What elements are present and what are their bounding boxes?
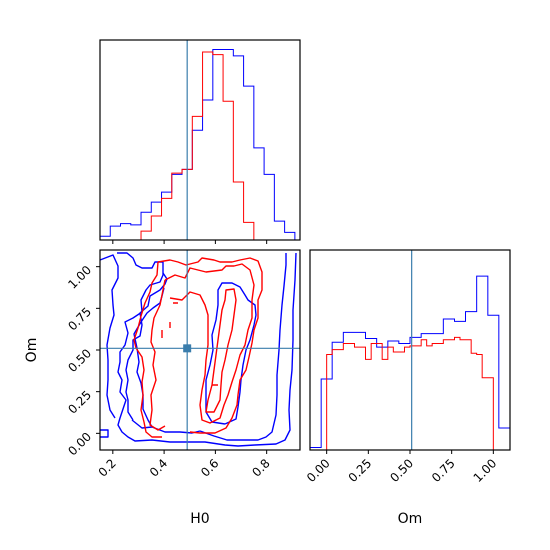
- red-contour-8: [161, 302, 218, 386]
- h0-blue-histogram: [99, 49, 296, 240]
- h0-x-tick-label: 0.8: [249, 456, 272, 479]
- blue-contour-4: [205, 282, 257, 425]
- blue-contour-2: [125, 272, 201, 434]
- om-y-tick-label: 0.50: [65, 346, 94, 375]
- red-contour-7: [205, 288, 237, 413]
- om-y-tick-label: 0.75: [65, 305, 94, 334]
- x-axis-label-h0: H0: [190, 511, 209, 527]
- red-contour-6: [149, 263, 255, 431]
- om-y-tick-label: 1.00: [65, 263, 94, 292]
- om-x-tick-label: 0.25: [346, 456, 375, 485]
- om-y-tick-label: 0.00: [65, 430, 94, 459]
- contour-lines: [99, 252, 297, 447]
- h0-x-tick-label: 0.2: [96, 456, 119, 479]
- blue-contour-3: [199, 253, 287, 441]
- h0-x-tick-label: 0.4: [147, 456, 170, 479]
- om-blue-histogram: [309, 275, 511, 450]
- truth-point-marker: [183, 344, 192, 353]
- h0-histogram-frame: [99, 39, 301, 241]
- contour-frame: [99, 249, 301, 451]
- h0-red-histogram: [140, 51, 255, 240]
- om-histogram-panel: 0.00 0.25 0.50 0.75 1.00 Om: [304, 249, 511, 527]
- h0-histogram-panel: [99, 39, 301, 244]
- x-axis-label-om: Om: [398, 511, 423, 527]
- h0-x-tick-label: 0.6: [198, 456, 221, 479]
- blue-contour-1: [99, 254, 119, 419]
- om-x-tick-label: 0.50: [387, 456, 416, 485]
- om-y-tick-label: 0.25: [65, 388, 94, 417]
- om-x-tick-label: 1.00: [471, 456, 500, 485]
- om-x-tick-label: 0.00: [304, 456, 333, 485]
- om-x-tick-label: 0.75: [429, 456, 458, 485]
- om-red-histogram: [326, 336, 494, 450]
- y-axis-label-om: Om: [24, 338, 40, 363]
- red-contour-5: [133, 257, 263, 438]
- h0-om-contour-panel: 0.2 0.4 0.6 0.8 0.00 0.25 0.50 0.75 1.00 H0 Om: [24, 249, 301, 527]
- blue-contour-0: [100, 252, 297, 447]
